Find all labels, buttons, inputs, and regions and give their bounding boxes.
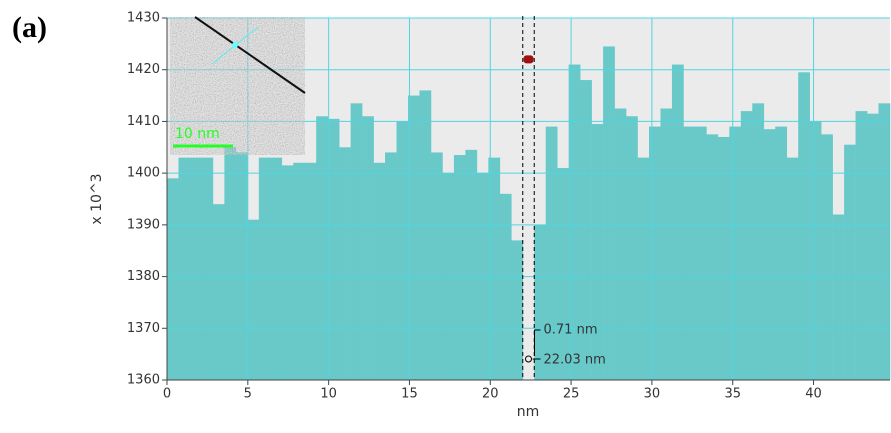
inset-scale-label: 10 nm [175,126,220,142]
bar [328,119,340,380]
bar [844,145,856,380]
bar [431,152,443,380]
y-tick-label: 1420 [127,62,160,77]
bar [224,147,236,380]
bar [282,165,294,380]
bar [810,121,822,380]
bar [167,178,179,380]
bar [465,150,477,380]
x-axis-label: nm [517,404,540,420]
bar [638,158,650,380]
bar [672,65,684,380]
bar [626,116,638,380]
bar [787,158,799,380]
y-tick-label: 1360 [127,373,160,388]
bar [706,134,718,380]
bar [695,127,707,380]
bar [615,109,627,381]
y-tick-label: 1400 [127,166,160,181]
bar [557,168,569,380]
bar [729,127,741,380]
bar [500,194,512,380]
panel-label: (a) [12,11,47,44]
bar [660,109,672,381]
bar [821,134,833,380]
x-tick-label: 40 [805,387,822,402]
y-tick-label: 1370 [127,321,160,336]
bar [178,158,190,380]
bar [270,158,282,380]
bar [374,163,386,380]
x-tick-label: 5 [244,387,252,402]
x-tick-label: 25 [563,387,580,402]
inset-image: 10 nm [170,17,305,155]
bar [419,90,431,380]
x-tick-label: 30 [644,387,661,402]
bar [213,204,225,380]
bar [259,158,271,380]
x-tick-label: 15 [401,387,418,402]
bar [316,116,328,380]
annotation: 22.03 nm [544,353,606,368]
bar [752,103,764,380]
bar [293,163,305,380]
bar [454,155,466,380]
bar [867,114,879,380]
x-tick-label: 0 [163,387,171,402]
bar [351,103,363,380]
chart: (a) nm x 10^3 10 nm 1360 1370 1380 1390 1400… [0,0,891,429]
x-tick-label: 20 [482,387,499,402]
bar [833,215,845,380]
y-tick-label: 1430 [127,11,160,26]
bar [741,111,753,380]
x-tick-label: 10 [320,387,337,402]
bar [362,116,374,380]
x-tick-label: 35 [724,387,741,402]
bar [385,152,397,380]
y-tick-label: 1380 [127,269,160,284]
cursor-point [524,55,534,63]
bar [546,127,558,380]
bar [649,127,661,380]
y-tick-label: 1390 [127,217,160,232]
inset-marker [232,42,238,48]
bar [339,147,351,380]
bar [856,111,868,380]
bar [305,163,317,380]
bar [236,152,248,380]
annotation: 0.71 nm [544,323,598,338]
bar [603,46,615,380]
bar [247,220,259,380]
y-tick-label: 1410 [127,114,160,129]
bar [592,124,604,380]
bar [397,121,409,380]
bar [511,240,523,380]
bar [879,103,891,380]
y-axis-label: x 10^3 [89,173,105,224]
bar [775,127,787,380]
bar [201,158,213,380]
bar [798,72,810,380]
bar [683,127,695,380]
bar [764,129,776,380]
bar [190,158,202,380]
